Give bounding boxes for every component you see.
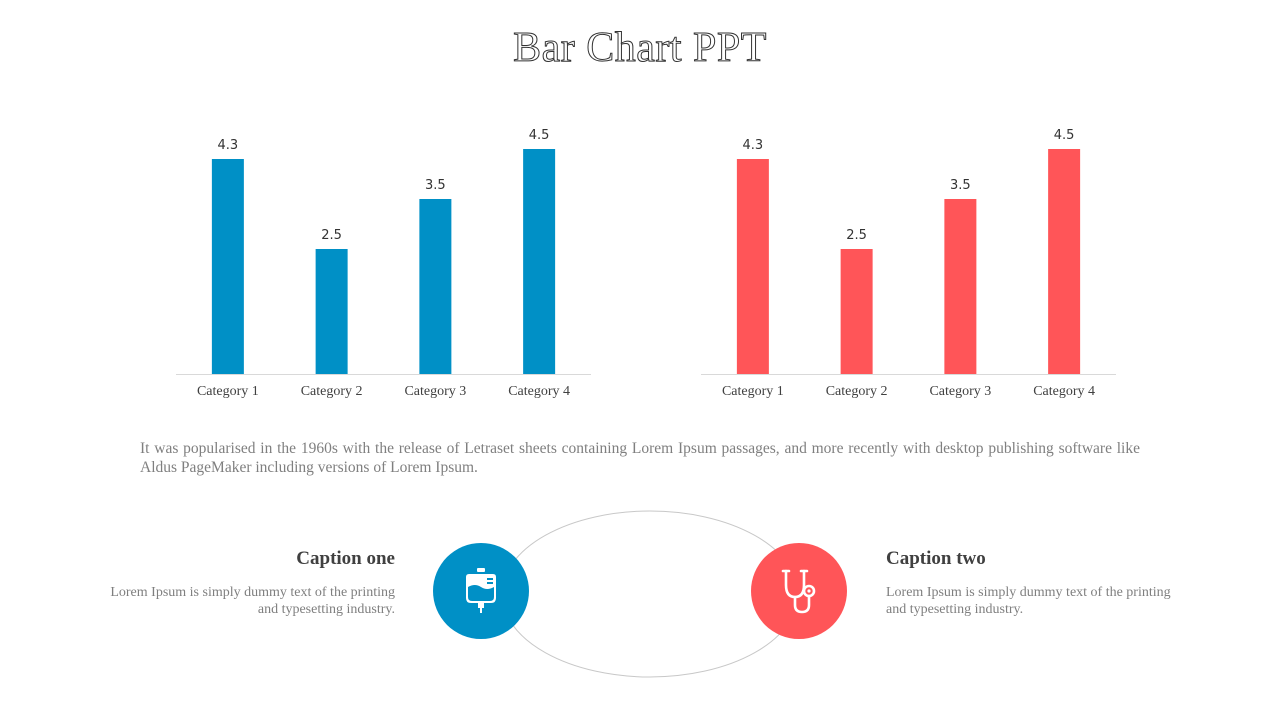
data-label-2: 2.5 <box>846 228 867 243</box>
bar-1 <box>211 159 244 374</box>
caption-one-badge <box>433 543 529 639</box>
category-label-1: Category 1 <box>722 384 784 399</box>
category-label-3: Category 3 <box>404 384 466 399</box>
caption-two-title: Caption two <box>886 548 986 569</box>
caption-one-text: Lorem Ipsum is simply dummy text of the … <box>110 585 395 617</box>
bar-3 <box>944 199 977 374</box>
data-label-1: 4.3 <box>743 138 764 153</box>
category-label-2: Category 2 <box>826 384 888 399</box>
category-label-4: Category 4 <box>1033 384 1095 399</box>
caption-one-title: Caption one <box>296 548 395 569</box>
category-label-2: Category 2 <box>301 384 363 399</box>
chart-svg: 4.3 Category 1 2.5 Category 2 3.5 Category 3 4… <box>701 128 1116 399</box>
bar-chart-red: 4.3 Category 1 2.5 Category 2 3.5 Category 3 4… <box>695 120 1135 410</box>
caption-two-text: Lorem Ipsum is simply dummy text of the … <box>886 585 1171 617</box>
data-label-4: 4.5 <box>1054 128 1075 143</box>
bar-4 <box>523 149 556 374</box>
data-label-4: 4.5 <box>529 128 550 143</box>
bar-2 <box>315 249 348 374</box>
chart-svg: 4.3 Category 1 2.5 Category 2 3.5 Category 3 4… <box>176 128 591 399</box>
caption-two-badge <box>751 543 847 639</box>
bar-2 <box>840 249 873 374</box>
bar-chart-blue: 4.3 Category 1 2.5 Category 2 3.5 Category 3 4… <box>170 120 610 410</box>
bar-1 <box>736 159 769 374</box>
data-label-3: 3.5 <box>950 178 971 193</box>
data-label-3: 3.5 <box>425 178 446 193</box>
stethoscope-icon <box>781 569 816 614</box>
data-label-2: 2.5 <box>321 228 342 243</box>
data-label-1: 4.3 <box>218 138 239 153</box>
bar-3 <box>419 199 452 374</box>
bar-4 <box>1048 149 1081 374</box>
description-text: It was popularised in the 1960s with the… <box>140 440 1140 476</box>
category-label-3: Category 3 <box>929 384 991 399</box>
slide-title: Bar Chart PPT <box>513 25 767 72</box>
category-label-4: Category 4 <box>508 384 570 399</box>
iv-bag-icon <box>466 568 496 613</box>
category-label-1: Category 1 <box>197 384 259 399</box>
